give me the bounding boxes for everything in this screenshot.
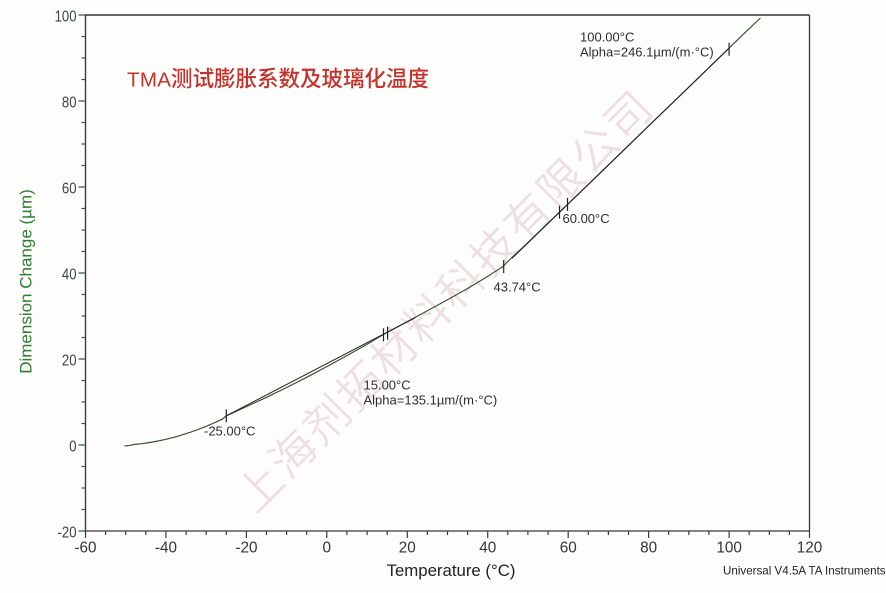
svg-text:0: 0 [69,438,76,455]
svg-text:Dimension Change (µm): Dimension Change (µm) [17,189,36,374]
svg-text:0: 0 [323,539,332,556]
svg-text:-40: -40 [155,539,177,556]
svg-text:TMA: TMA [127,69,171,92]
svg-text:40: 40 [479,539,496,556]
svg-text:-25.00°C: -25.00°C [204,424,255,439]
svg-text:80: 80 [640,539,657,556]
svg-text:60: 60 [62,180,77,197]
svg-text:15.00°C: 15.00°C [364,378,411,393]
svg-text:Universal V4.5A TA Instruments: Universal V4.5A TA Instruments [723,565,886,578]
svg-text:100: 100 [55,8,77,25]
svg-text:43.74°C: 43.74°C [494,279,541,294]
svg-text:100: 100 [716,539,742,556]
svg-text:Alpha=135.1µm/(m·°C): Alpha=135.1µm/(m·°C) [364,392,498,407]
svg-text:60.00°C: 60.00°C [563,211,610,226]
svg-text:20: 20 [399,539,416,556]
svg-text:40: 40 [62,266,77,283]
svg-text:-20: -20 [235,539,257,556]
svg-text:80: 80 [62,94,77,111]
svg-text:100.00°C: 100.00°C [580,30,634,45]
svg-text:Temperature (°C): Temperature (°C) [387,561,516,580]
svg-text:-20: -20 [58,524,77,541]
svg-text:20: 20 [62,352,77,369]
svg-text:120: 120 [797,539,823,556]
svg-text:-60: -60 [74,539,96,556]
svg-text:60: 60 [560,539,577,556]
svg-text:Alpha=246.1µm/(m·°C): Alpha=246.1µm/(m·°C) [580,44,714,59]
